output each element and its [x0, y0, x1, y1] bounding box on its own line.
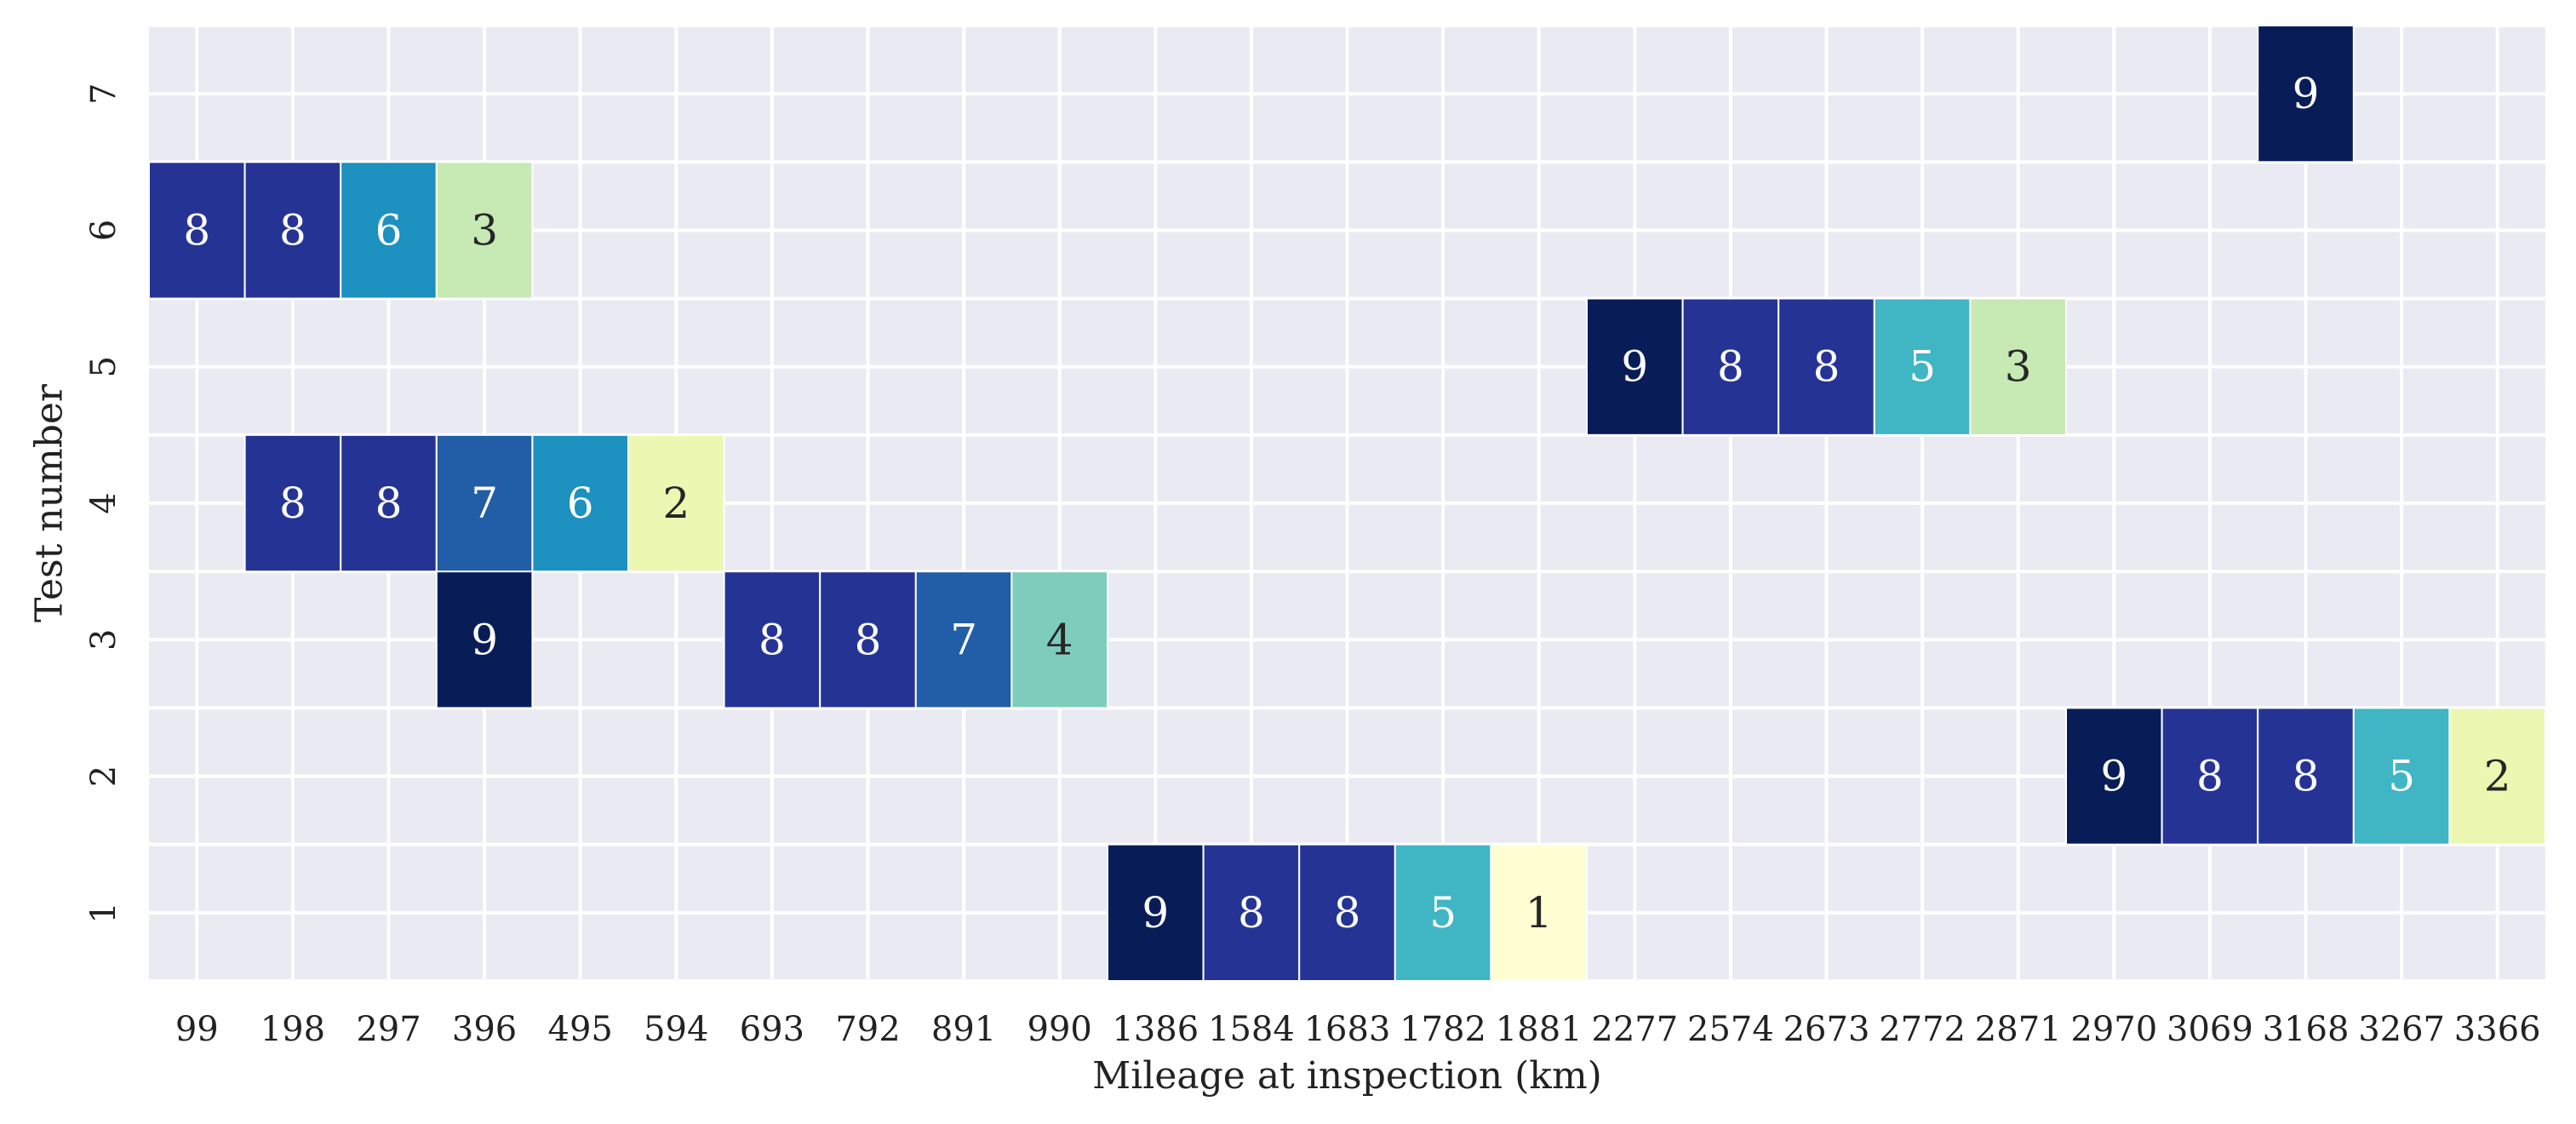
heatmap-cell	[1490, 843, 1589, 983]
x-tick-label: 1386	[1112, 1010, 1199, 1049]
x-tick-label: 3366	[2454, 1010, 2541, 1049]
heatmap-cell	[1202, 843, 1301, 983]
x-tick-label: 2871	[1975, 1010, 2062, 1049]
heatmap-cell-value: 5	[2388, 752, 2415, 801]
y-tick-label: 4	[84, 492, 123, 513]
x-axis-label: Mileage at inspection (km)	[1092, 1054, 1602, 1098]
y-tick-label: 3	[84, 629, 123, 651]
y-tick-label: 6	[84, 220, 123, 241]
heatmap-cell	[340, 433, 438, 573]
heatmap-cell	[2161, 707, 2259, 846]
heatmap-cell	[2448, 707, 2546, 846]
heatmap-cell	[243, 433, 342, 573]
heatmap-cell-value: 8	[758, 615, 786, 664]
x-tick-label: 3069	[2167, 1010, 2253, 1049]
heatmap-cell	[1873, 297, 1972, 436]
heatmap-cell-value: 7	[471, 479, 498, 528]
heatmap-cell	[723, 571, 821, 709]
heatmap-cell-value: 8	[279, 479, 306, 528]
heatmap-cell	[435, 161, 534, 300]
x-tick-label: 495	[548, 1010, 613, 1049]
heatmap-cell-value: 2	[2484, 752, 2511, 801]
heatmap-cell-value: 8	[279, 205, 306, 255]
y-tick-label: 7	[84, 83, 123, 104]
heatmap-cell-value: 8	[2196, 752, 2224, 801]
x-tick-label: 990	[1028, 1010, 1092, 1049]
heatmap-cell	[1969, 297, 2067, 436]
x-tick-label: 693	[740, 1010, 804, 1049]
heatmap-cell-value: 1	[1526, 888, 1553, 938]
heatmap-cell	[627, 433, 725, 573]
heatmap-cell-value: 8	[375, 479, 403, 528]
y-tick-label: 1	[84, 902, 123, 923]
x-tick-label: 1782	[1400, 1010, 1486, 1049]
heatmap-cell-value: 9	[471, 615, 498, 664]
x-tick-label: 3267	[2358, 1010, 2445, 1049]
heatmap-cell-value: 8	[1813, 342, 1840, 392]
x-tick-label: 198	[260, 1010, 325, 1049]
x-tick-label: 594	[644, 1010, 708, 1049]
heatmap-cell	[2352, 707, 2451, 846]
heatmap-cell-value: 5	[1909, 342, 1936, 392]
heatmap-cell-value: 8	[1334, 888, 1361, 938]
heatmap-cell-value: 6	[375, 205, 403, 255]
heatmap-cell-value: 8	[2293, 752, 2320, 801]
x-tick-label: 1683	[1304, 1010, 1391, 1049]
heatmap-cell	[531, 433, 630, 573]
heatmap-cell-value: 6	[567, 479, 594, 528]
heatmap-cell	[435, 433, 534, 573]
x-tick-label: 2772	[1879, 1010, 1966, 1049]
heatmap-cell	[914, 571, 1013, 709]
heatmap-cell	[2257, 707, 2355, 846]
heatmap-cell-value: 8	[1717, 342, 1744, 392]
heatmap-cell	[148, 161, 246, 300]
heatmap-cell-value: 8	[183, 205, 210, 255]
heatmap-cell	[1586, 297, 1684, 436]
heatmap-cells: 9 8 8 6 3 9 8 8 5 3 8 8 7 6 2 9 8 8 7 4 9 8 8 5 2 9 8 8 5 1	[148, 25, 2546, 983]
x-tick-label: 3168	[2263, 1010, 2350, 1049]
heatmap-cell	[819, 571, 917, 709]
x-tick-label: 1584	[1208, 1010, 1295, 1049]
heatmap-cell	[1107, 843, 1205, 983]
heatmap-cell	[243, 161, 342, 300]
y-tick-label: 5	[84, 356, 123, 377]
heatmap-cell-value: 8	[855, 615, 882, 664]
heatmap-cell	[1394, 843, 1492, 983]
x-tick-label: 2574	[1687, 1010, 1774, 1049]
x-tick-label: 2277	[1591, 1010, 1678, 1049]
heatmap-cell-value: 9	[2100, 752, 2127, 801]
x-tick-label: 297	[356, 1010, 421, 1049]
y-tick-label: 2	[84, 766, 123, 787]
x-tick-label: 396	[452, 1010, 517, 1049]
heatmap-cell	[1777, 297, 1875, 436]
heatmap-cell-value: 8	[1238, 888, 1265, 938]
x-tick-label: 2970	[2070, 1010, 2157, 1049]
heatmap-cell-value: 9	[2293, 69, 2320, 118]
heatmap-cell	[2065, 707, 2163, 846]
heatmap-cell-value: 9	[1621, 342, 1648, 392]
heatmap-cell	[340, 161, 438, 300]
heatmap-cell	[1681, 297, 1780, 436]
y-axis-label: Test number	[28, 383, 72, 622]
x-tick-label: 792	[835, 1010, 900, 1049]
heatmap-cell-value: 3	[471, 205, 498, 255]
heatmap-cell-value: 2	[662, 479, 690, 528]
y-tick-labels: 7 6 5 4 3 2 1	[84, 83, 123, 923]
x-tick-label: 2673	[1783, 1010, 1870, 1049]
x-tick-labels: 99 198 297 396 495 594 693 792 891 990 1386 1584 168…	[175, 1010, 2541, 1049]
heatmap-cell-value: 9	[1142, 888, 1169, 938]
heatmap-cell-value: 4	[1046, 615, 1073, 664]
x-tick-label: 1881	[1496, 1010, 1583, 1049]
heatmap-cell-value: 3	[2005, 342, 2032, 392]
heatmap-cell	[2257, 25, 2355, 163]
x-tick-label: 891	[931, 1010, 996, 1049]
heatmap-cell	[1010, 571, 1109, 709]
heatmap-cell-value: 5	[1429, 888, 1457, 938]
heatmap-cell	[1298, 843, 1396, 983]
x-tick-label: 99	[175, 1010, 219, 1049]
heatmap-cell	[435, 571, 534, 709]
heatmap-cell-value: 7	[950, 615, 977, 664]
